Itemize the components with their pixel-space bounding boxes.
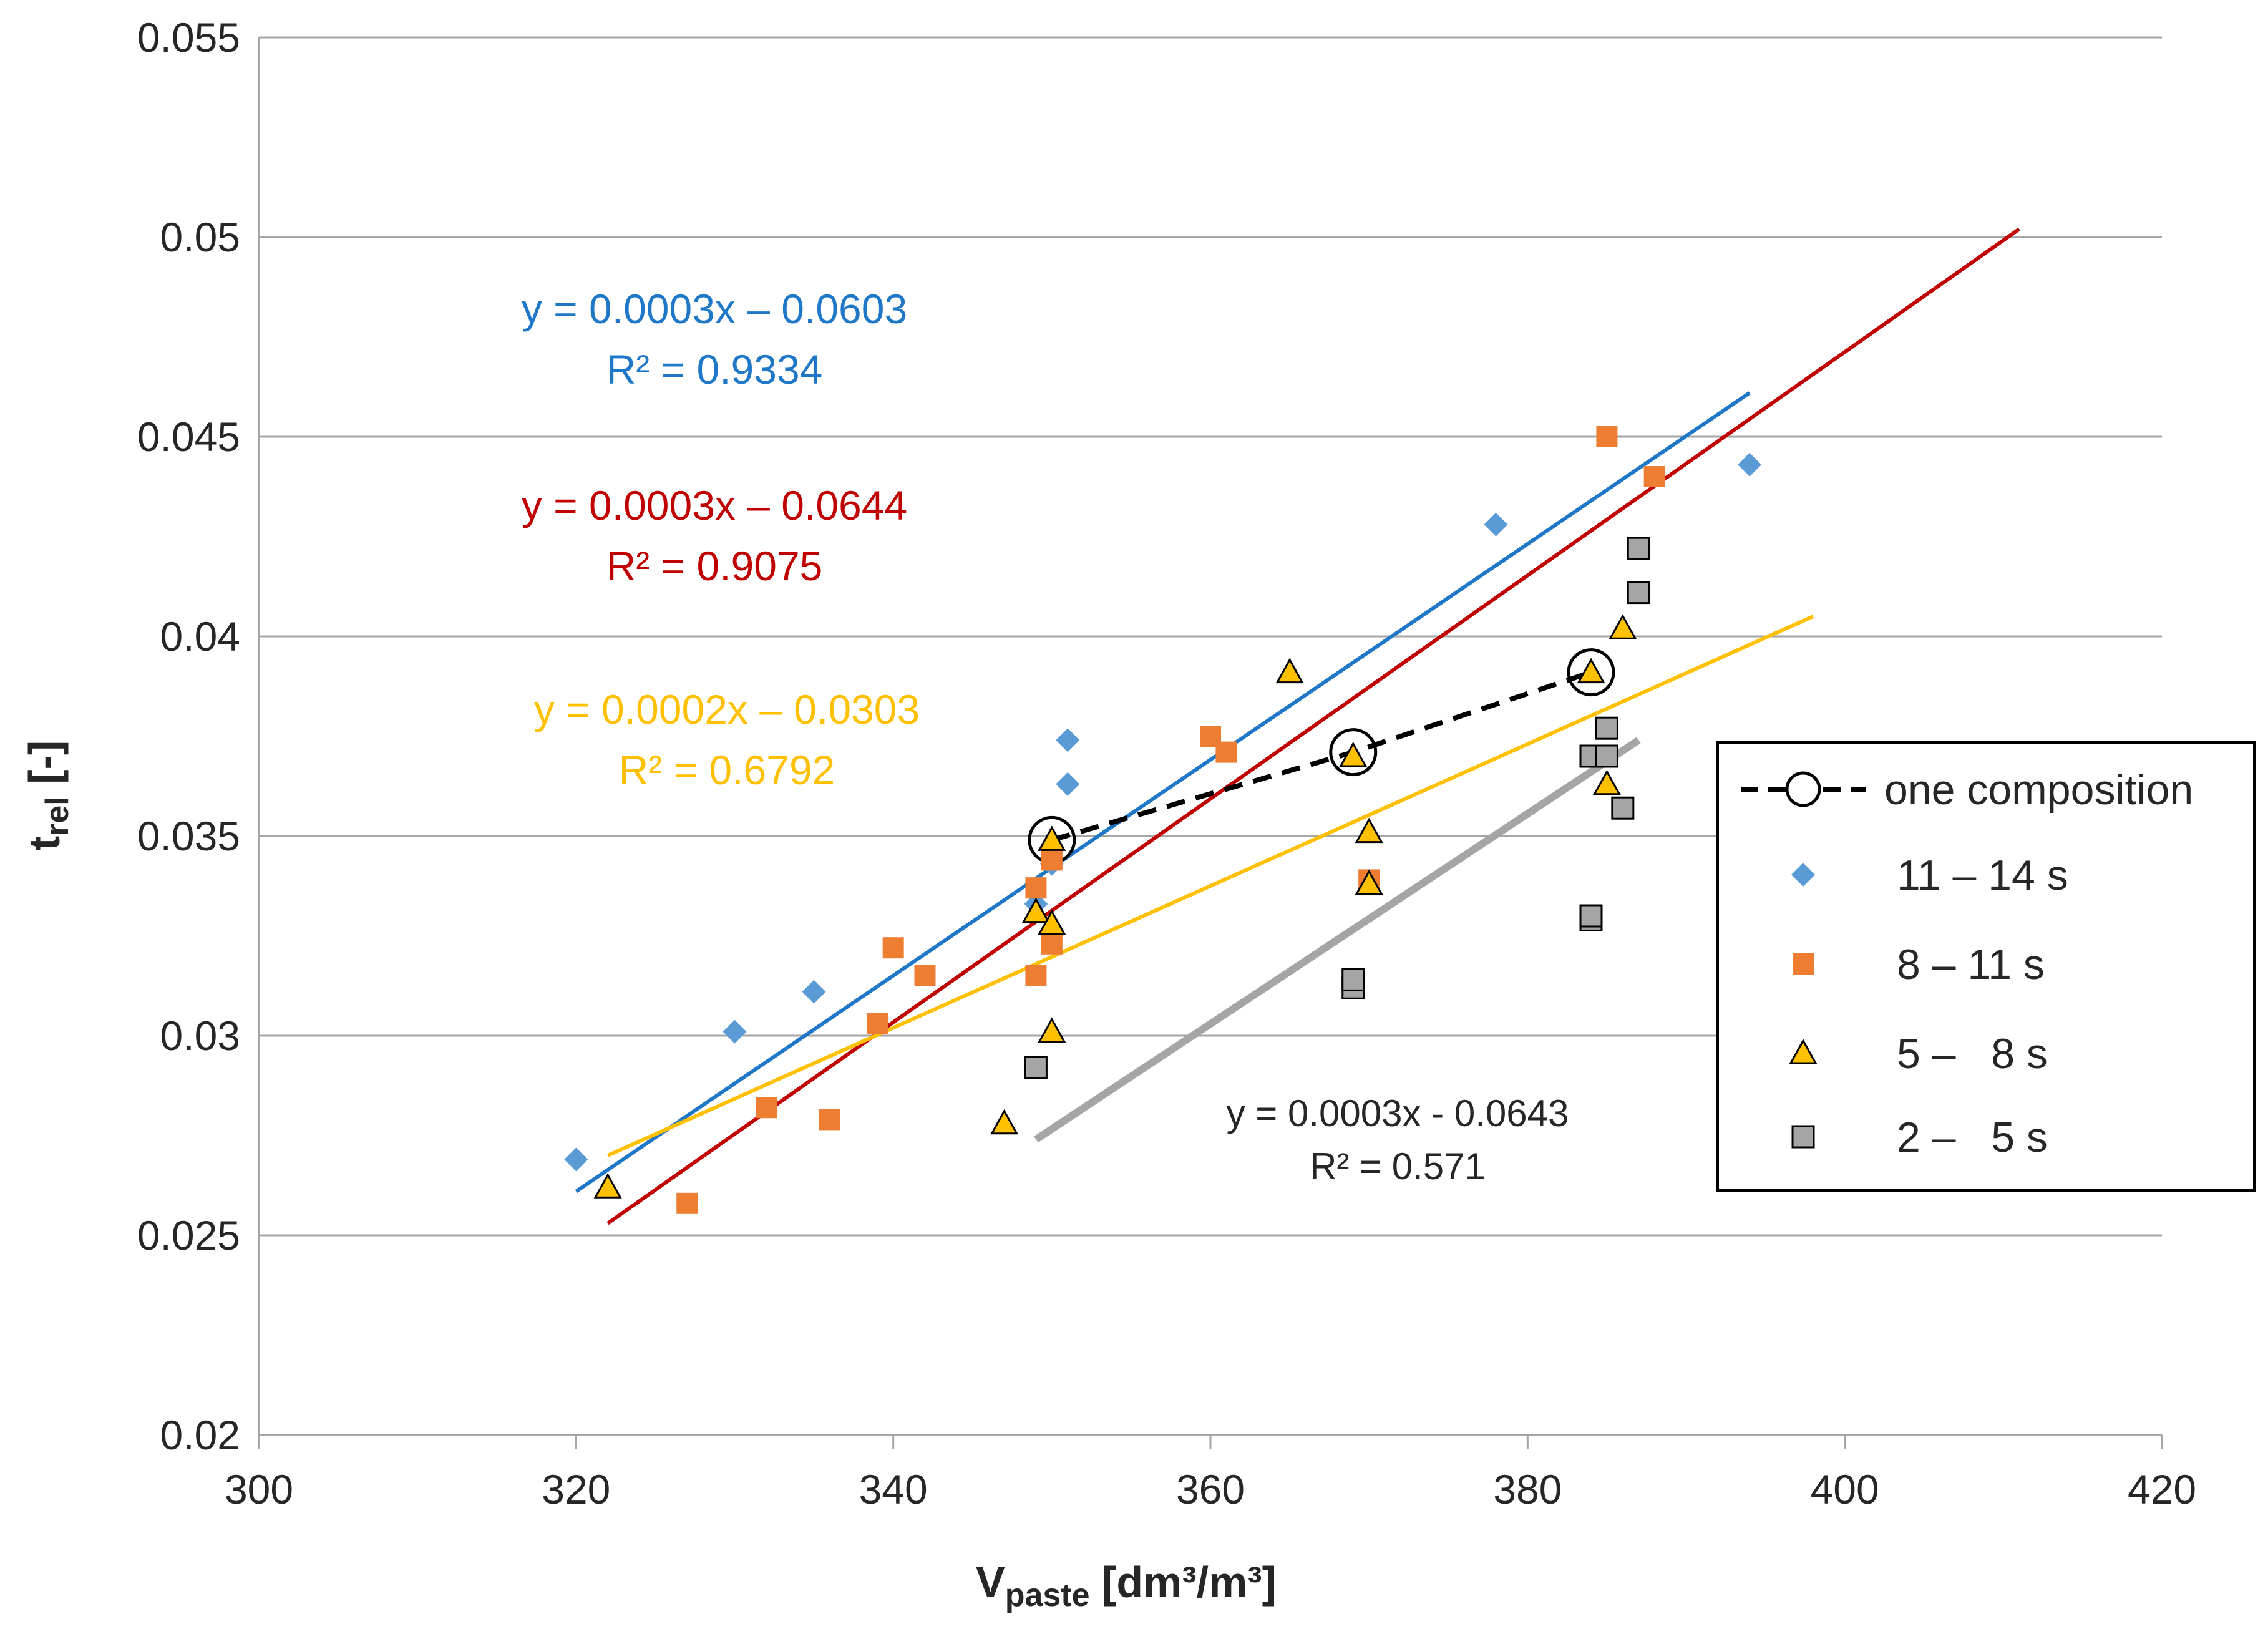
- data-point: [867, 1013, 888, 1034]
- y-axis-title-sub: rel: [39, 796, 75, 836]
- data-point: [1609, 614, 1637, 639]
- data-point: [1025, 965, 1047, 986]
- data-point: [1611, 796, 1635, 820]
- trendline: [606, 227, 2020, 1225]
- y-tick-label: 0.04: [160, 613, 240, 659]
- y-tick-label: 0.025: [137, 1212, 240, 1258]
- composition-marker: [1567, 648, 1615, 697]
- trendline-r2: R² = 0.6792: [619, 747, 835, 793]
- trendline-equation: y = 0.0003x - 0.0643: [1227, 1092, 1569, 1134]
- data-point: [1025, 877, 1047, 899]
- trendline-equation: y = 0.0003x – 0.0644: [522, 482, 907, 528]
- data-point: [1355, 817, 1383, 844]
- data-point: [1738, 452, 1762, 477]
- legend-label: one composition: [1884, 766, 2193, 814]
- legend-marker-one-composition: [1785, 771, 1821, 807]
- trendline-equation: y = 0.0002x – 0.0303: [534, 686, 920, 732]
- y-tick-label: 0.045: [137, 414, 240, 460]
- trendline: [575, 391, 1751, 1194]
- tick-labels: 0.02 0.025 0.03 0.035 0.04 0.045 0.05 0.055 300 3…: [137, 14, 2196, 1512]
- data-point: [1275, 658, 1304, 684]
- data-point: [676, 1192, 698, 1214]
- composition-marker: [1329, 728, 1378, 777]
- data-point: [1341, 968, 1365, 991]
- trendline-equation: y = 0.0003x – 0.0603: [522, 286, 907, 332]
- data-point: [1595, 744, 1618, 768]
- data-point: [1056, 728, 1080, 752]
- y-tick-label: 0.055: [137, 14, 240, 61]
- data-point: [1038, 825, 1066, 851]
- x-tick-label: 360: [1176, 1466, 1245, 1512]
- trendline: [606, 615, 1814, 1157]
- legend-marker: [1789, 1038, 1818, 1064]
- data-point: [1041, 849, 1063, 871]
- trendline-r2: R² = 0.571: [1310, 1145, 1486, 1187]
- data-point: [564, 1147, 588, 1172]
- legend-marker: [1793, 953, 1814, 975]
- data-point: [1579, 904, 1603, 928]
- data-point: [1056, 772, 1080, 796]
- x-axis-title-unit: [dm³/m³]: [1090, 1558, 1277, 1607]
- legend-label: 5 – 8 s: [1897, 1030, 2048, 1077]
- x-tick-label: 400: [1811, 1466, 1879, 1512]
- y-axis-title-main: t: [20, 836, 69, 850]
- x-tick-label: 340: [859, 1466, 928, 1512]
- gridlines: [258, 36, 2163, 1449]
- composition-line: [1028, 648, 1615, 864]
- legend: one composition 11 – 14 s 8 – 11 s 5 – 8 s 2…: [1716, 741, 2256, 1192]
- trendlines: [575, 227, 2020, 1225]
- data-point: [819, 1109, 840, 1131]
- data-point: [1038, 909, 1066, 935]
- x-tick-label: 320: [542, 1466, 610, 1512]
- legend-label: 2 – 5 s: [1897, 1114, 2048, 1161]
- x-tick-label: 420: [2128, 1466, 2196, 1512]
- x-axis-title-main: V: [976, 1558, 1005, 1607]
- equation-labels: y = 0.0003x – 0.0603 R² = 0.9334 y = 0.000…: [522, 286, 1569, 1187]
- data-point: [593, 1173, 622, 1199]
- data-point: [802, 980, 826, 1004]
- legend-label: 8 – 11 s: [1897, 941, 2045, 988]
- trendline-r2: R² = 0.9075: [606, 543, 823, 589]
- data-point: [1024, 1056, 1048, 1079]
- data-point: [1592, 769, 1621, 795]
- x-tick-label: 300: [225, 1466, 293, 1512]
- data-point: [1595, 716, 1618, 740]
- data-point: [914, 965, 936, 986]
- data-point: [1021, 897, 1050, 923]
- data-point: [723, 1019, 747, 1044]
- data-point: [1577, 658, 1605, 684]
- data-point: [1215, 741, 1237, 763]
- data-point: [1339, 741, 1368, 767]
- data-point: [1038, 1017, 1066, 1043]
- data-point: [1596, 426, 1618, 447]
- data-point: [1627, 537, 1650, 560]
- data-points: [564, 426, 1762, 1214]
- data-point: [882, 937, 904, 959]
- y-tick-label: 0.05: [160, 214, 240, 260]
- trendline-r2: R² = 0.9334: [606, 346, 823, 392]
- legend-marker: [1791, 1125, 1815, 1149]
- legend-label: 11 – 14 s: [1897, 852, 2068, 899]
- y-tick-label: 0.035: [137, 813, 240, 859]
- data-point: [1355, 869, 1383, 895]
- data-point: [1484, 512, 1508, 537]
- x-axis-title: Vpaste [dm³/m³]: [976, 1558, 1277, 1613]
- y-axis-title-unit: [-]: [20, 741, 69, 796]
- x-axis-title-sub: paste: [1005, 1577, 1090, 1613]
- x-tick-label: 380: [1493, 1466, 1562, 1512]
- data-point: [1041, 933, 1063, 955]
- trendline: [1034, 737, 1641, 1143]
- y-tick-label: 0.02: [160, 1412, 240, 1458]
- data-point: [990, 1109, 1019, 1135]
- legend-marker: [1791, 863, 1815, 887]
- y-tick-label: 0.03: [160, 1013, 240, 1059]
- data-point: [1643, 466, 1665, 487]
- data-point: [756, 1097, 777, 1119]
- y-axis-title: trel [-]: [20, 741, 75, 850]
- data-point: [1627, 581, 1650, 605]
